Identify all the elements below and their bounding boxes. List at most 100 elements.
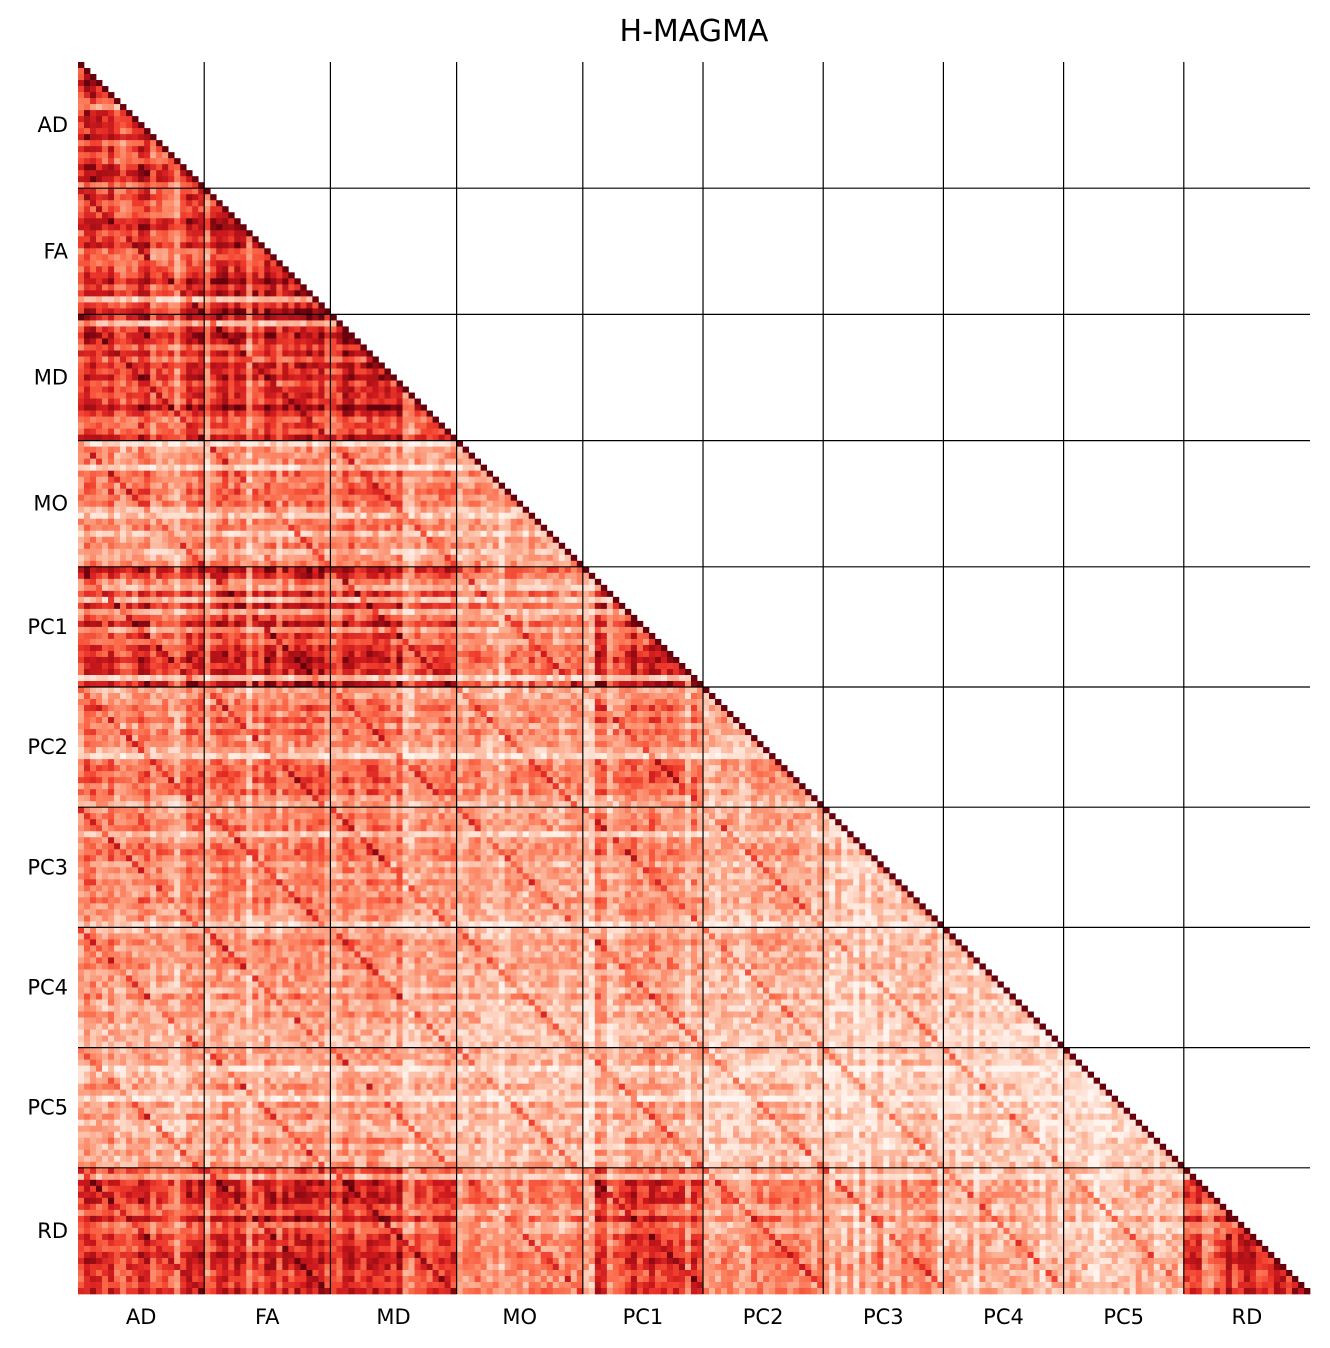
heatmap-cell (300, 308, 307, 315)
heatmap-cell (198, 272, 205, 279)
heatmap-cell (78, 488, 85, 496)
heatmap-cell (258, 296, 265, 303)
heatmap-cell (486, 608, 494, 616)
heatmap-cell (510, 638, 518, 646)
heatmap-cell (252, 572, 259, 580)
heatmap-cell (192, 518, 199, 526)
heatmap-cell (324, 548, 331, 556)
heatmap-cell (330, 404, 337, 411)
heatmap-cell (330, 362, 337, 369)
heatmap-cell (246, 416, 253, 423)
heatmap-cell (90, 170, 97, 177)
heatmap-cell (108, 626, 115, 634)
heatmap-cell (342, 524, 349, 532)
heatmap-cell (396, 518, 403, 526)
heatmap-cell (402, 404, 409, 411)
heatmap-cell (384, 584, 391, 592)
heatmap-cell (282, 344, 289, 351)
heatmap-cell (90, 278, 97, 285)
heatmap-cell (276, 602, 283, 610)
heatmap-cell (426, 446, 433, 453)
heatmap-cell (90, 506, 97, 514)
heatmap-cell (114, 596, 121, 604)
heatmap-cell (234, 608, 241, 616)
heatmap-cell (384, 374, 391, 381)
heatmap-cell (144, 236, 151, 243)
heatmap-cell (144, 596, 151, 604)
heatmap-cell (564, 572, 572, 580)
heatmap-cell (348, 572, 355, 580)
heatmap-cell (360, 608, 367, 616)
heatmap-cell (90, 158, 97, 165)
heatmap-cell (342, 446, 349, 453)
heatmap-cell (408, 452, 415, 459)
heatmap-cell (360, 422, 367, 429)
heatmap-cell (522, 626, 530, 634)
heatmap-cell (300, 578, 307, 586)
heatmap-cell (162, 470, 169, 478)
heatmap-cell (174, 578, 181, 586)
heatmap-cell (318, 308, 325, 315)
heatmap-cell (570, 602, 578, 610)
heatmap-cell (78, 344, 85, 351)
heatmap-cell (180, 362, 187, 369)
heatmap-cell (96, 290, 103, 297)
heatmap-cell (108, 380, 115, 387)
heatmap-cell (462, 608, 469, 616)
heatmap-cell (306, 638, 313, 646)
heatmap-cell (78, 104, 85, 111)
heatmap-cell (162, 608, 169, 616)
heatmap-cell (138, 230, 145, 237)
heatmap-cell (204, 398, 211, 405)
heatmap-cell (210, 248, 217, 255)
heatmap-cell (144, 368, 151, 375)
heatmap-cell (90, 476, 97, 484)
heatmap-cell (258, 608, 265, 616)
heatmap-cell (120, 632, 127, 640)
heatmap-cell (252, 338, 259, 345)
heatmap-cell (534, 566, 542, 574)
heatmap-cell (186, 290, 193, 297)
heatmap-cell (132, 530, 139, 538)
heatmap-cell (558, 560, 566, 568)
heatmap-cell (138, 464, 145, 472)
heatmap-cell (210, 518, 217, 526)
heatmap-cell (342, 596, 349, 604)
heatmap-cell (390, 524, 397, 532)
heatmap-cell (264, 446, 271, 453)
heatmap-cell (318, 590, 325, 598)
heatmap-cell (138, 494, 145, 502)
heatmap-cell (324, 470, 331, 478)
heatmap-cell (108, 152, 115, 159)
heatmap-cell (528, 644, 536, 652)
heatmap-cell (294, 470, 301, 478)
heatmap-cell (150, 218, 157, 225)
heatmap-cell (300, 356, 307, 363)
heatmap-cell (264, 464, 271, 472)
heatmap-cell (504, 584, 512, 592)
heatmap-cell (252, 644, 259, 652)
heatmap-cell (162, 392, 169, 399)
heatmap-cell (228, 320, 235, 327)
heatmap-cell (288, 632, 295, 640)
heatmap-cell (120, 386, 127, 393)
heatmap-cell (378, 614, 385, 622)
heatmap-cell (198, 248, 205, 255)
heatmap-cell (540, 590, 548, 598)
heatmap-cell (114, 632, 121, 640)
heatmap-cell (300, 554, 307, 562)
heatmap-cell (156, 494, 163, 502)
heatmap-cell (354, 356, 361, 363)
heatmap-cell (132, 230, 139, 237)
heatmap-cell (312, 386, 319, 393)
heatmap-cell (420, 458, 427, 465)
heatmap-cell (336, 518, 343, 526)
heatmap-cell (210, 206, 217, 213)
heatmap-cell (246, 380, 253, 387)
heatmap-cell (288, 452, 295, 459)
heatmap-cell (324, 512, 331, 520)
heatmap-cell (162, 362, 169, 369)
heatmap-cell (138, 656, 145, 664)
heatmap-cell (186, 434, 193, 441)
heatmap-cell (540, 572, 548, 580)
